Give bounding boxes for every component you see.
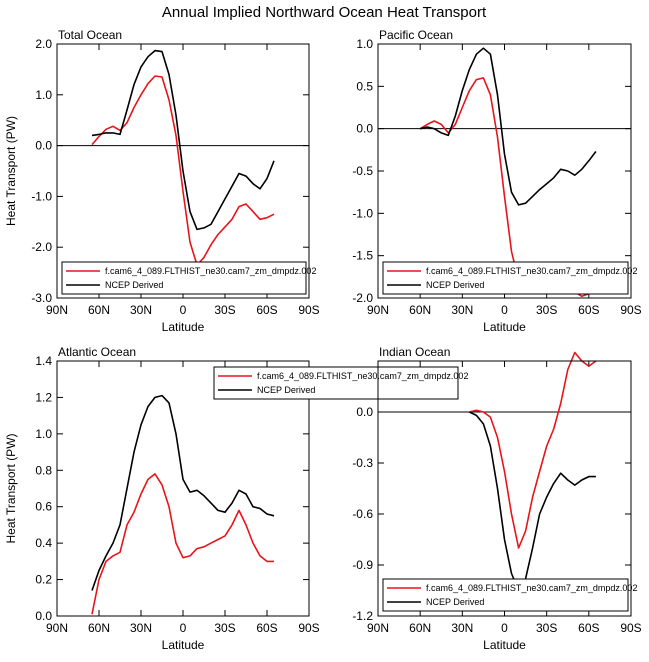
plot-frame	[377, 43, 632, 299]
y-tick-label: 1.0	[35, 427, 52, 441]
panel-title: Indian Ocean	[379, 345, 450, 359]
y-tick-label: 0.5	[356, 79, 373, 93]
x-axis-title: Latitude	[483, 638, 526, 652]
ncep-series-line	[420, 47, 597, 206]
x-tick-label: 30S	[536, 621, 557, 635]
y-tick-label: 0.2	[35, 573, 52, 587]
legend: f.cam6_4_089.FLTHIST_ne30.cam7_zm_dmpdz.…	[213, 366, 468, 400]
legend-label: f.cam6_4_089.FLTHIST_ne30.cam7_zm_dmpdz.…	[426, 583, 637, 593]
ncep-series-line	[91, 394, 275, 591]
legend-label: f.cam6_4_089.FLTHIST_ne30.cam7_zm_dmpdz.…	[426, 266, 637, 276]
legend: f.cam6_4_089.FLTHIST_ne30.cam7_zm_dmpdz.…	[61, 261, 316, 295]
ncep-series-line	[469, 411, 596, 592]
y-tick-label: -0.3	[352, 456, 373, 470]
x-tick-label: 90N	[367, 303, 389, 317]
y-tick-label: -2.0	[352, 291, 373, 305]
x-tick-label: 90N	[46, 303, 68, 317]
x-tick-label: 0	[180, 621, 187, 635]
x-tick-label: 90S	[298, 621, 319, 635]
x-tick-label: 60N	[88, 303, 110, 317]
x-tick-label: 0	[501, 621, 508, 635]
y-tick-label: 0.8	[35, 463, 52, 477]
panel-title: Pacific Ocean	[379, 28, 453, 42]
y-axis-title: Heat Transport (PW)	[4, 433, 18, 543]
y-tick-label: 0.0	[35, 609, 52, 623]
panels-group: Total Ocean 90N 60N 30N 0 30S 60S 90S -3.0 -2.0 -1…	[4, 28, 642, 652]
model-series-line	[91, 473, 274, 615]
y-tick-label: -3.0	[31, 291, 52, 305]
legend: f.cam6_4_089.FLTHIST_ne30.cam7_zm_dmpdz.…	[382, 578, 637, 612]
x-tick-label: 90N	[46, 621, 68, 635]
x-tick-label: 30N	[130, 303, 152, 317]
x-tick-label: 60S	[256, 303, 277, 317]
x-axis-title: Latitude	[483, 320, 526, 334]
x-tick-label: 0	[180, 303, 187, 317]
y-tick-label: 0.0	[356, 122, 373, 136]
x-tick-label: 60N	[409, 303, 431, 317]
x-tick-label: 30S	[214, 621, 235, 635]
plot-frame	[56, 43, 310, 299]
y-tick-label: 1.2	[35, 390, 52, 404]
y-tick-label: -0.5	[352, 164, 373, 178]
y-tick-label: 0.0	[35, 139, 52, 153]
x-tick-label: 30S	[536, 303, 557, 317]
y-tick-label: -1.0	[352, 206, 373, 220]
model-series-line	[469, 351, 597, 549]
y-tick-label: -1.5	[352, 249, 373, 263]
panel-title: Total Ocean	[58, 28, 122, 42]
y-tick-label: 1.0	[356, 37, 373, 51]
x-tick-label: 30S	[214, 303, 235, 317]
y-tick-label: 2.0	[35, 37, 52, 51]
y-tick-label: -2.0	[31, 240, 52, 254]
x-tick-label: 0	[501, 303, 508, 317]
figure-title: Annual Implied Northward Ocean Heat Tran…	[162, 4, 487, 21]
y-tick-label: -0.6	[352, 507, 373, 521]
plot-frame	[56, 360, 310, 617]
x-tick-label: 60N	[88, 621, 110, 635]
x-tick-label: 30N	[451, 303, 473, 317]
x-axis-title: Latitude	[162, 638, 205, 652]
y-tick-label: -0.9	[352, 558, 373, 572]
legend: f.cam6_4_089.FLTHIST_ne30.cam7_zm_dmpdz.…	[382, 261, 637, 295]
legend-label: NCEP Derived	[426, 597, 484, 607]
plot-frame	[377, 360, 632, 617]
y-axis-title: Heat Transport (PW)	[4, 116, 18, 226]
y-tick-label: 0.6	[35, 500, 52, 514]
legend-label: f.cam6_4_089.FLTHIST_ne30.cam7_zm_dmpdz.…	[105, 266, 316, 276]
legend-box	[382, 578, 629, 612]
x-tick-label: 90S	[620, 303, 641, 317]
y-tick-label: 1.4	[35, 354, 52, 368]
x-tick-label: 30N	[451, 621, 473, 635]
legend-label: f.cam6_4_089.FLTHIST_ne30.cam7_zm_dmpdz.…	[257, 371, 468, 381]
legend-label: NCEP Derived	[426, 280, 484, 290]
pacific-ocean-panel: Pacific Ocean 90N 60N 30N 0 30S 60S 90S -2.0 -1.5…	[352, 28, 641, 334]
ncep-series-line	[91, 49, 275, 231]
x-tick-label: 90N	[367, 621, 389, 635]
panel-title: Atlantic Ocean	[58, 345, 136, 359]
legend-box	[382, 261, 629, 295]
legend-label: NCEP Derived	[257, 385, 315, 395]
atlantic-ocean-panel: Atlantic Ocean 90N 60N 30N 0 30S 60S 90S 0.0 0.2 0…	[4, 345, 468, 652]
x-tick-label: 60S	[578, 303, 599, 317]
total-ocean-panel: Total Ocean 90N 60N 30N 0 30S 60S 90S -3.0 -2.0 -1…	[4, 28, 320, 334]
legend-label: NCEP Derived	[105, 280, 163, 290]
x-tick-label: 90S	[298, 303, 319, 317]
y-tick-label: -1.0	[31, 189, 52, 203]
x-tick-label: 30N	[130, 621, 152, 635]
y-tick-label: -1.2	[352, 609, 373, 623]
legend-box	[213, 366, 459, 400]
x-axis-title: Latitude	[162, 320, 205, 334]
x-tick-label: 90S	[620, 621, 641, 635]
x-tick-label: 60S	[578, 621, 599, 635]
legend-box	[61, 261, 307, 295]
x-tick-label: 60S	[256, 621, 277, 635]
y-tick-label: 0.0	[356, 405, 373, 419]
indian-ocean-panel: Indian Ocean 90N 60N 30N 0 30S 60S 90S -1.2 -0.9 -…	[352, 345, 641, 652]
x-tick-label: 60N	[409, 621, 431, 635]
y-tick-label: 0.4	[35, 536, 52, 550]
y-tick-label: 1.0	[35, 88, 52, 102]
